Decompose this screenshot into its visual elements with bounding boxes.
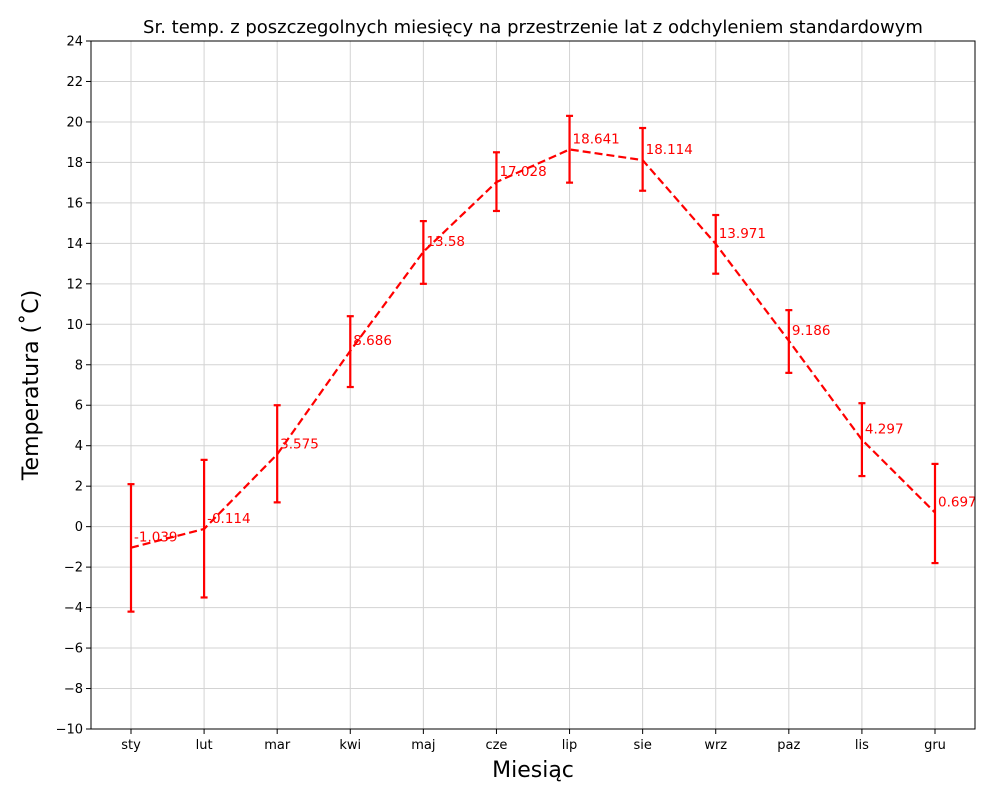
y-tick-label: −6 [64, 642, 83, 657]
x-tick-label: lut [196, 738, 213, 753]
data-label: 3.575 [280, 436, 319, 452]
y-tick-label: 6 [75, 399, 83, 414]
chart-title: Sr. temp. z poszczegolnych miesięcy na p… [143, 17, 923, 38]
data-label: 17.028 [499, 164, 546, 180]
data-label: 8.686 [353, 333, 392, 349]
data-label: 0.697 [938, 495, 977, 511]
y-tick-label: 24 [66, 35, 83, 50]
grid [91, 40, 975, 730]
y-tick-label: −8 [64, 682, 83, 697]
y-tick-label: −4 [64, 601, 83, 616]
y-tick-label: 0 [75, 520, 83, 535]
plot-frame [90, 40, 976, 730]
y-tick-label: 22 [66, 75, 83, 90]
data-label: -0.114 [207, 511, 251, 527]
x-tick-label: mar [264, 738, 291, 753]
y-tick-label: 16 [66, 196, 83, 211]
x-tick-label: sie [633, 738, 651, 753]
x-tick-label: lip [562, 738, 577, 753]
x-axis-label: Miesiąc [492, 758, 574, 783]
y-tick-label: 10 [66, 318, 83, 333]
data-label: 9.186 [792, 323, 831, 339]
y-tick-label: −10 [56, 723, 83, 738]
y-tick-label: 2 [75, 480, 83, 495]
data-label: -1.039 [134, 530, 178, 546]
x-tick-label: maj [411, 738, 435, 753]
data-label: 18.114 [646, 142, 693, 158]
y-tick-label: −2 [64, 561, 83, 576]
y-tick-label: 12 [66, 277, 83, 292]
data-label: 4.297 [865, 422, 904, 438]
y-tick-label: 20 [66, 115, 83, 130]
y-tick-label: 14 [66, 237, 83, 252]
y-tick-label: 18 [66, 156, 83, 171]
data-label: 13.971 [719, 226, 766, 242]
series: -1.039 -0.114 3.575 8.686 13.58 17.028 18.641 1… [127, 114, 977, 613]
y-tick-label: 8 [75, 358, 83, 373]
x-tick-label: paz [777, 738, 800, 753]
data-label: 18.641 [573, 131, 620, 147]
y-tick-label: 4 [75, 439, 83, 454]
x-tick-label: cze [485, 738, 507, 753]
x-tick-label: kwi [339, 738, 361, 753]
x-tick-label: wrz [704, 738, 727, 753]
x-tick-label: lis [855, 738, 869, 753]
x-axis: sty lut mar kwi maj cze lip sie wrz paz lis gru [121, 729, 946, 753]
x-tick-label: gru [924, 738, 946, 753]
data-label: 13.58 [426, 234, 465, 250]
x-tick-label: sty [121, 738, 141, 753]
y-axis-label: Temperatura (˚C) [19, 290, 44, 481]
series-line [130, 148, 936, 549]
